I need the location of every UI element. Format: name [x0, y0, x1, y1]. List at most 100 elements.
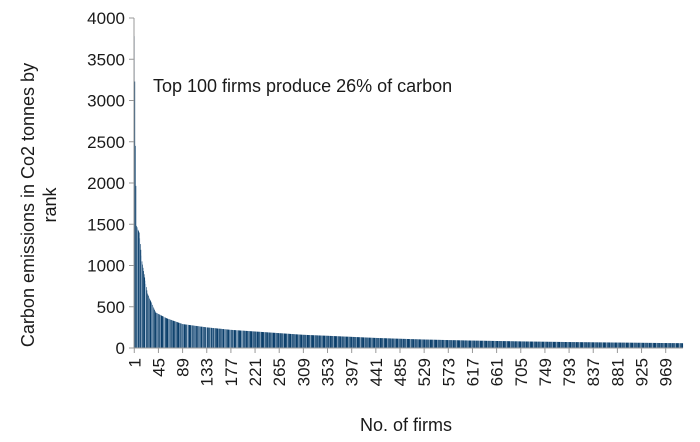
bar	[515, 341, 517, 348]
y-tick-label: 3000	[87, 92, 125, 111]
bar	[344, 336, 345, 348]
bar	[640, 342, 642, 348]
bar	[568, 342, 570, 348]
bar	[668, 343, 669, 348]
y-tick-label: 0	[116, 339, 125, 358]
bar	[198, 326, 200, 348]
bar	[508, 341, 510, 348]
bar	[610, 342, 612, 348]
bar	[512, 341, 513, 348]
bar	[439, 339, 440, 348]
bar	[270, 332, 272, 348]
bar	[409, 339, 410, 348]
bar	[317, 335, 318, 348]
bar	[513, 341, 514, 348]
bar	[135, 145, 136, 348]
bar	[242, 330, 244, 348]
bar	[249, 331, 250, 349]
bar	[174, 321, 175, 348]
bar	[260, 331, 262, 348]
bar	[402, 338, 404, 348]
bar	[252, 331, 253, 348]
bar	[528, 341, 530, 348]
bar	[504, 341, 506, 348]
bar	[410, 339, 411, 348]
bar	[164, 317, 166, 348]
bar	[677, 343, 679, 348]
bar	[619, 342, 620, 348]
bar	[319, 335, 321, 348]
bar	[585, 342, 587, 348]
bar	[569, 342, 571, 348]
bar	[215, 328, 217, 348]
bar	[595, 342, 597, 348]
bar	[581, 342, 583, 348]
bar	[386, 338, 388, 348]
bar	[447, 340, 449, 348]
bar	[497, 341, 499, 348]
bar	[616, 342, 618, 348]
bar	[304, 334, 305, 348]
bar	[653, 342, 655, 348]
bar	[674, 343, 676, 348]
bar	[301, 334, 303, 348]
bar	[259, 331, 260, 348]
bar	[379, 338, 380, 348]
bar	[235, 330, 237, 348]
bar	[499, 341, 501, 348]
bar	[374, 337, 376, 348]
bar	[183, 324, 185, 348]
bar	[590, 342, 591, 348]
bar	[542, 341, 544, 348]
bar	[378, 338, 379, 348]
bar	[340, 336, 342, 349]
bar	[182, 324, 184, 348]
bar	[623, 342, 625, 348]
bar	[469, 340, 471, 348]
x-tick-label: 793	[560, 358, 579, 386]
bar	[280, 333, 282, 348]
x-tick-label: 837	[584, 358, 603, 386]
bar	[257, 331, 259, 348]
bar	[462, 340, 464, 348]
bar	[153, 307, 154, 348]
bar	[579, 342, 580, 348]
bar	[249, 331, 251, 348]
bar	[395, 338, 397, 348]
x-tick-label: 45	[149, 358, 168, 377]
bar	[260, 331, 261, 349]
bar	[321, 335, 323, 348]
bar	[359, 337, 360, 348]
bar	[219, 328, 220, 348]
bar	[262, 332, 264, 348]
bar	[397, 338, 399, 348]
bar	[518, 341, 519, 348]
bar	[151, 303, 153, 348]
bar	[455, 340, 457, 348]
bar	[316, 335, 317, 348]
bar	[323, 335, 325, 348]
bar	[315, 335, 316, 348]
bar	[367, 337, 369, 348]
bar	[443, 339, 445, 348]
bar	[516, 341, 518, 348]
bar	[139, 238, 141, 348]
bar	[435, 339, 436, 348]
bar	[158, 314, 160, 348]
bar	[360, 337, 361, 348]
bar	[665, 343, 667, 348]
bar	[416, 339, 417, 348]
bar	[197, 326, 199, 348]
bar	[181, 323, 183, 348]
bar	[364, 337, 365, 348]
bar	[627, 342, 628, 348]
bar	[673, 343, 674, 348]
bar	[194, 325, 196, 348]
bar	[346, 336, 348, 348]
bar	[474, 340, 475, 348]
bar	[434, 339, 435, 348]
bar	[453, 340, 455, 348]
bars-layer	[134, 36, 684, 349]
bar	[342, 336, 343, 348]
bar	[152, 304, 153, 348]
